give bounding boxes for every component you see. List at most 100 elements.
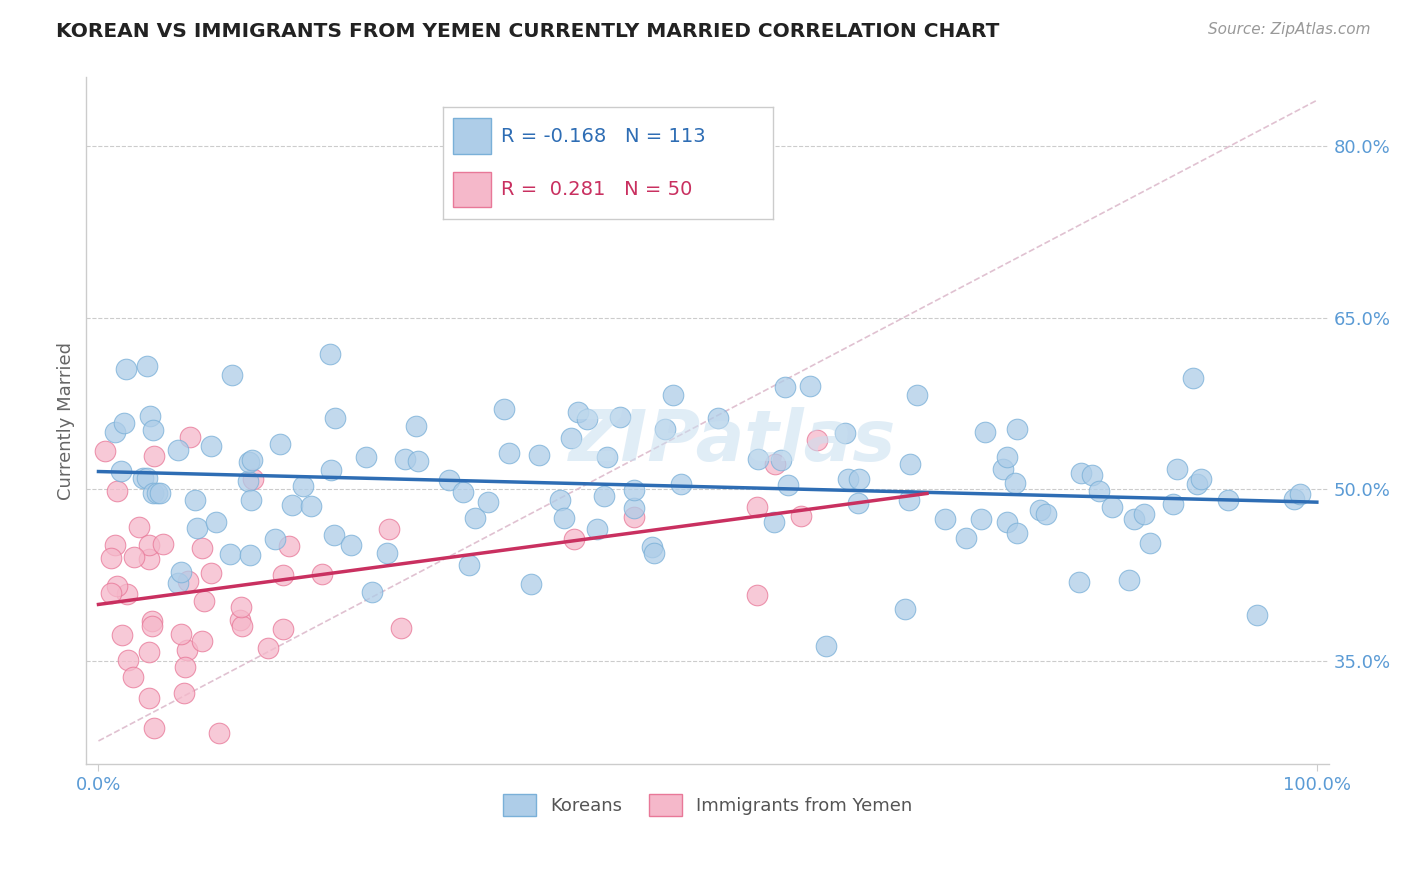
Point [117,653,139,667]
Point [152,537,174,551]
Point [141,614,163,628]
Point [970,512,993,526]
Text: R = -0.168   N = 113: R = -0.168 N = 113 [501,127,706,145]
Point [256,640,278,655]
Point [553,511,575,525]
Point [451,484,474,499]
Point [1088,484,1111,499]
Point [762,515,785,529]
Point [596,450,619,464]
Point [593,489,616,503]
Point [1139,536,1161,550]
Point [242,472,264,486]
Point [770,453,793,467]
Point [138,538,160,552]
Point [406,454,429,468]
Point [173,686,195,700]
Point [661,388,683,402]
Point [995,515,1018,529]
Point [643,546,665,560]
Point [585,522,607,536]
Point [846,496,869,510]
Point [240,453,263,467]
Point [170,565,193,579]
Point [669,476,692,491]
Point [1029,503,1052,517]
Point [236,474,259,488]
Point [527,448,550,462]
Point [834,426,856,441]
Point [149,486,172,500]
Point [973,425,995,439]
Point [354,450,377,464]
Point [763,457,786,471]
Point [174,659,197,673]
Point [239,548,262,562]
Point [205,515,228,529]
Point [848,472,870,486]
Point [100,550,122,565]
Point [176,642,198,657]
Point [776,477,799,491]
Point [231,619,253,633]
Point [339,538,361,552]
Point [191,634,214,648]
Point [114,361,136,376]
Bar [453,119,491,153]
Bar [453,171,491,208]
Point [167,442,190,457]
Point [177,574,200,588]
Point [184,492,207,507]
Point [104,538,127,552]
Point [815,639,838,653]
Point [548,492,571,507]
Point [1189,472,1212,486]
Point [263,532,285,546]
Point [567,405,589,419]
Point [1035,508,1057,522]
Point [1185,476,1208,491]
Point [299,499,322,513]
Point [231,600,253,615]
Point [1070,466,1092,480]
Point [132,471,155,485]
Point [1284,492,1306,507]
Point [1101,500,1123,514]
Point [105,483,128,498]
Point [94,444,117,458]
Point [167,576,190,591]
Point [707,411,730,425]
Point [747,588,769,602]
Point [240,493,263,508]
Text: R =  0.281   N = 50: R = 0.281 N = 50 [501,180,692,199]
Point [995,450,1018,465]
Point [747,452,769,467]
Point [745,500,768,515]
Point [375,546,398,560]
Point [138,645,160,659]
Point [520,577,543,591]
Point [1069,574,1091,589]
Point [405,418,427,433]
Point [773,380,796,394]
Point [105,579,128,593]
Point [128,520,150,534]
Point [146,485,169,500]
Point [271,567,294,582]
Text: KOREAN VS IMMIGRANTS FROM YEMEN CURRENTLY MARRIED CORRELATION CHART: KOREAN VS IMMIGRANTS FROM YEMEN CURRENTL… [56,22,1000,41]
Point [142,423,165,437]
Point [1007,525,1029,540]
Point [641,540,664,554]
Point [221,368,243,383]
Point [623,510,645,524]
Point [1246,608,1268,623]
Point [498,446,520,460]
Point [1218,493,1240,508]
Point [1182,370,1205,384]
Point [142,486,165,500]
Point [654,421,676,435]
Text: Source: ZipAtlas.com: Source: ZipAtlas.com [1208,22,1371,37]
Point [993,461,1015,475]
Point [170,627,193,641]
Point [135,471,157,485]
